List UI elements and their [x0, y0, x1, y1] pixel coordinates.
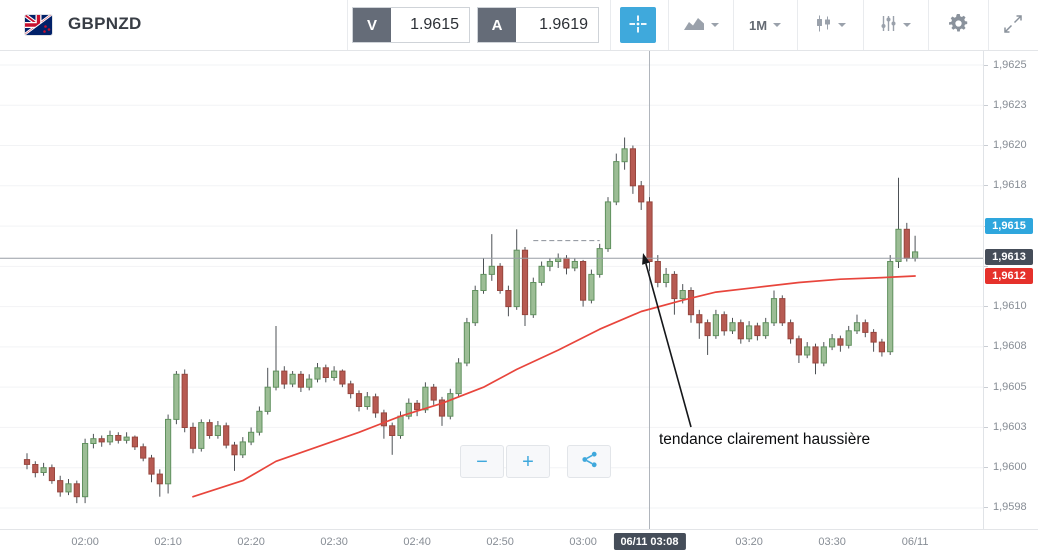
sell-quote-button[interactable]: V 1.9615 — [352, 7, 470, 43]
symbol-title: GBPNZD — [68, 14, 142, 33]
crosshair-time-badge: 06/11 03:08 — [613, 533, 686, 550]
indicators-sliders-icon — [880, 15, 897, 35]
price-axis-tick — [984, 507, 988, 509]
price-axis-label: 1,9610 — [993, 300, 1027, 313]
price-axis-label: 1,9625 — [993, 58, 1027, 71]
chevron-down-icon — [710, 23, 719, 27]
gbpnzd-flag-icon — [25, 15, 52, 35]
buy-price-value: 1.9619 — [539, 16, 588, 33]
time-axis-label: 06/11 — [901, 536, 929, 548]
toolbar-divider — [610, 0, 611, 50]
annotation-arrow-line — [645, 263, 692, 428]
collapse-arrows-icon — [1003, 14, 1023, 37]
buy-label: A — [478, 8, 516, 42]
chevron-down-icon — [837, 23, 846, 27]
price-axis-label: 1,9598 — [993, 501, 1027, 514]
chevron-down-icon — [773, 23, 782, 27]
time-axis-label: 02:50 — [486, 536, 514, 548]
price-axis-tick — [984, 145, 988, 147]
price-axis-tick — [984, 64, 988, 66]
price-axis-label: 1,9608 — [993, 340, 1027, 353]
toolbar-divider — [733, 0, 734, 50]
time-axis-label: 02:40 — [403, 536, 431, 548]
time-axis-label: 03:30 — [818, 536, 846, 548]
price-axis-label: 1,9600 — [993, 461, 1027, 474]
toolbar-divider — [988, 0, 989, 50]
price-axis-label: 1,9620 — [993, 139, 1027, 152]
crosshair-tool-button[interactable] — [620, 7, 656, 43]
area-chart-icon — [683, 16, 705, 34]
time-axis-label: 02:30 — [320, 536, 348, 548]
chart-toolbar: GBPNZD V 1.9615 A 1.9619 — [0, 0, 1038, 51]
toolbar-divider — [863, 0, 864, 50]
time-axis[interactable]: 02:00 02:10 02:20 02:30 02:40 02:50 03:00 03:20… — [0, 529, 1038, 554]
toolbar-divider — [928, 0, 929, 50]
timeframe-dropdown[interactable]: 1M — [733, 0, 797, 50]
price-badge-ma-value: 1,9612 — [985, 268, 1033, 284]
time-axis-label: 03:00 — [569, 536, 597, 548]
chart-type-dropdown[interactable] — [668, 0, 733, 50]
trend-annotation-text: tendance clairement haussière — [659, 431, 871, 448]
time-axis-label: 02:20 — [237, 536, 265, 548]
chevron-down-icon — [903, 23, 911, 27]
candle-style-dropdown[interactable] — [797, 0, 863, 50]
time-axis-label: 03:20 — [735, 536, 763, 548]
time-axis-label: 02:10 — [154, 536, 182, 548]
toolbar-divider — [347, 0, 348, 50]
price-badge-sell-price: 1,9615 — [985, 218, 1033, 235]
annotation-arrow-head — [642, 253, 650, 265]
collapse-chart-button[interactable] — [988, 0, 1038, 50]
price-axis-tick — [984, 386, 988, 388]
sell-label: V — [353, 8, 391, 42]
price-axis-tick — [984, 104, 988, 106]
share-button[interactable] — [567, 445, 611, 478]
zoom-in-button[interactable]: + — [506, 445, 550, 478]
price-axis-tick — [984, 467, 988, 469]
price-axis-tick — [984, 306, 988, 308]
chart-zoom-controls: − + — [460, 445, 611, 478]
price-axis[interactable]: 1,9625 1,9623 1,9620 1,9618 1,9610 1,9608 1,96… — [983, 50, 1038, 529]
zoom-out-button[interactable]: − — [460, 445, 504, 478]
share-icon — [581, 451, 598, 472]
price-axis-label: 1,9603 — [993, 420, 1027, 433]
sell-price-value: 1.9615 — [410, 16, 459, 33]
settings-button[interactable] — [928, 0, 988, 50]
moving-average-line — [192, 275, 916, 498]
price-badge-last-price: 1,9613 — [985, 248, 1033, 265]
gear-icon — [948, 13, 969, 37]
timeframe-label: 1M — [748, 17, 768, 33]
buy-quote-button[interactable]: A 1.9619 — [477, 7, 599, 43]
price-axis-tick — [984, 265, 988, 267]
price-axis-tick — [984, 185, 988, 187]
price-axis-tick — [984, 346, 988, 348]
candlestick-style-icon — [815, 15, 832, 35]
indicators-dropdown[interactable] — [863, 0, 928, 50]
grid-layer — [0, 64, 983, 509]
toolbar-divider — [668, 0, 669, 50]
toolbar-divider — [797, 0, 798, 50]
price-axis-label: 1,9605 — [993, 380, 1027, 393]
candles-layer — [23, 137, 919, 504]
price-axis-label: 1,9618 — [993, 179, 1027, 192]
time-axis-label: 02:00 — [71, 536, 99, 548]
price-axis-tick — [984, 426, 988, 428]
crosshair-icon — [628, 14, 648, 37]
price-axis-label: 1,9623 — [993, 98, 1027, 111]
